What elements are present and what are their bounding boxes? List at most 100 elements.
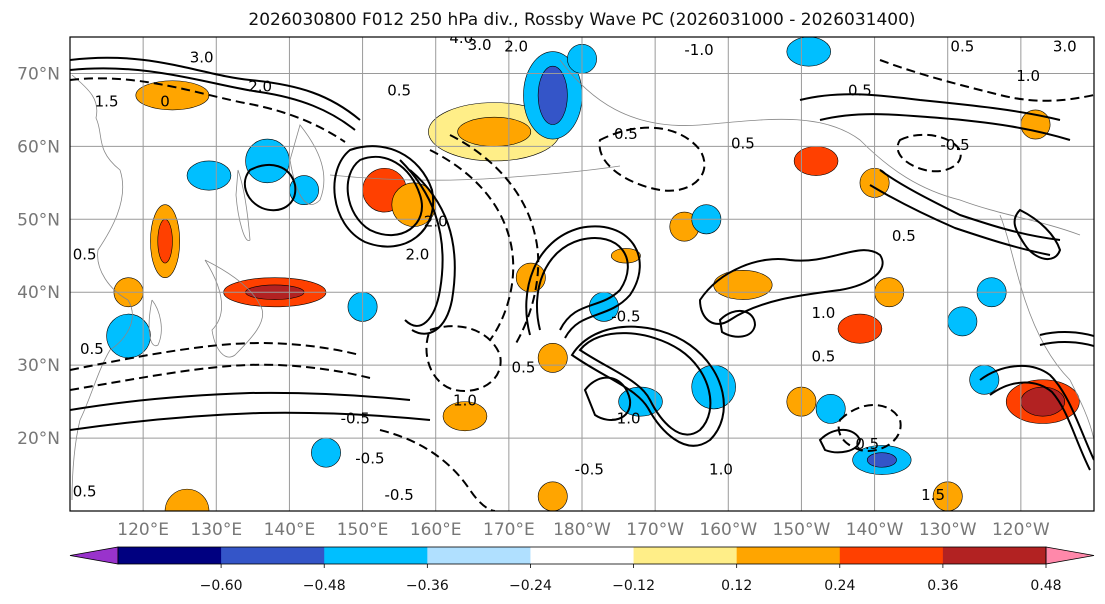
contour-label: 0.5 <box>512 358 536 376</box>
contour-positive <box>525 225 641 339</box>
sakhalin-coastline <box>235 169 251 241</box>
contour-positive <box>535 237 629 331</box>
lon-tick-label: 170°W <box>626 520 684 540</box>
lat-tick-label: 30°N <box>17 356 60 376</box>
contour-label: 2.0 <box>405 245 429 263</box>
colorbar-segment <box>839 547 944 564</box>
lon-tick-label: 170°E <box>483 520 535 540</box>
lon-tick-label: 120°W <box>992 520 1050 540</box>
contour-label: 0.5 <box>892 227 916 245</box>
contour-labels: 4.03.0 2.0 -1.0 0.5 3.03.02.0 0.51.5 00.51.00.… <box>73 29 1077 504</box>
colorbar-tick-label: 0.48 <box>1030 578 1061 594</box>
contour-label: -0.5 <box>940 136 969 154</box>
colorbar-segment <box>118 547 222 564</box>
contour-positive <box>333 145 435 248</box>
shading-patch <box>537 65 568 125</box>
contour-positive <box>70 67 356 131</box>
longitude-axis: 120°E 130°E 140°E 150°E 160°E 170°E 180°W 170°W… <box>117 520 1050 540</box>
lat-tick-label: 60°N <box>17 137 60 157</box>
div-contours <box>70 56 1094 511</box>
contour-negative <box>879 59 1094 102</box>
contour-label: 1.0 <box>1016 67 1040 85</box>
contour-positive <box>583 376 632 421</box>
contour-label: 0 <box>160 92 170 110</box>
contour-positive <box>70 391 411 411</box>
lat-tick-label: 20°N <box>17 429 60 449</box>
shading-patch <box>106 313 151 359</box>
contour-label: 0.5 <box>80 340 104 358</box>
contour-label: 2.0 <box>504 38 528 56</box>
contour-positive <box>979 364 1094 461</box>
contour-label: 1.5 <box>95 92 119 110</box>
contour-negative <box>70 342 361 371</box>
contour-positive <box>698 249 884 325</box>
contour-label: 2.0 <box>248 78 272 96</box>
colorbar-segment <box>633 547 738 564</box>
colorbar-outline <box>117 546 1047 565</box>
contour-label: 0.5 <box>855 435 879 453</box>
contour-negative <box>598 126 706 192</box>
colorbar-tick-label: 0.24 <box>824 578 855 594</box>
contour-positive <box>243 164 297 212</box>
contour-label: 1.0 <box>811 304 835 322</box>
colorbar-tick-label: 0.36 <box>927 578 958 594</box>
shading-patch <box>815 394 846 424</box>
contour-label: -0.5 <box>341 409 370 427</box>
contour-positive <box>570 325 725 447</box>
shading-patch <box>969 364 1000 395</box>
asia-coastline <box>71 74 133 501</box>
contour-positive <box>869 184 1051 256</box>
lat-tick-label: 70°N <box>17 64 60 84</box>
kamchatka-coastline <box>289 124 325 205</box>
shading-patch <box>186 160 232 191</box>
shading-patch <box>793 146 839 176</box>
map-border <box>69 36 1095 512</box>
contour-positive <box>799 93 1061 121</box>
contour-label: 1.5 <box>921 486 945 504</box>
contour-positive <box>1039 331 1094 337</box>
divergence-shading <box>106 37 1080 511</box>
contour-label: 0.5 <box>73 482 97 500</box>
contour-positive <box>1013 208 1062 260</box>
aleutian-arc <box>329 165 621 181</box>
lon-tick-label: 180°W <box>553 520 611 540</box>
colorbar-segment <box>324 547 428 564</box>
contour-positive <box>879 169 1061 241</box>
latitude-axis: 70°N 60°N 50°N 40°N 30°N 20°N <box>17 64 60 449</box>
shading-patch <box>164 488 210 511</box>
shading-patch <box>837 313 883 344</box>
colorbar-segment <box>530 547 635 564</box>
contour-positive <box>399 159 444 327</box>
contour-label: -0.5 <box>385 486 414 504</box>
colorbar-tick-label: −0.36 <box>406 578 449 594</box>
contour-positive <box>818 428 862 454</box>
contour-label: 1.0 <box>709 461 733 479</box>
colorbar-extend-low <box>69 546 119 565</box>
map-frame: 4.03.0 2.0 -1.0 0.5 3.03.02.0 0.51.5 00.51.00.… <box>69 29 1095 512</box>
contour-negative <box>837 404 902 452</box>
contour-label: 0.5 <box>848 81 872 99</box>
contour-label: -0.5 <box>575 461 604 479</box>
contour-label: 0.5 <box>731 135 755 153</box>
contour-label: 0.5 <box>387 81 411 99</box>
lat-tick-label: 40°N <box>17 283 60 303</box>
contour-label: 4.0 <box>449 29 473 47</box>
lat-lon-grid <box>70 37 1094 511</box>
lon-tick-label: 150°E <box>337 520 389 540</box>
contour-negative <box>429 149 515 341</box>
shading-patch <box>537 481 568 511</box>
lon-tick-label: 130°E <box>190 520 242 540</box>
contour-positive <box>718 310 757 338</box>
colorbar-segment <box>427 547 531 564</box>
contour-label: -1.0 <box>611 409 640 427</box>
contour-negative <box>379 429 496 511</box>
lon-tick-label: 140°W <box>846 520 904 540</box>
shading-patch <box>786 37 831 67</box>
plot-title: 2026030800 F012 250 hPa div., Rossby Wav… <box>248 10 916 30</box>
shading-patch <box>442 401 488 432</box>
lon-tick-label: 120°E <box>117 520 169 540</box>
contour-label: -1.0 <box>684 41 713 59</box>
contour-label: 0.5 <box>73 245 97 263</box>
north-america-coastline <box>999 214 1094 441</box>
